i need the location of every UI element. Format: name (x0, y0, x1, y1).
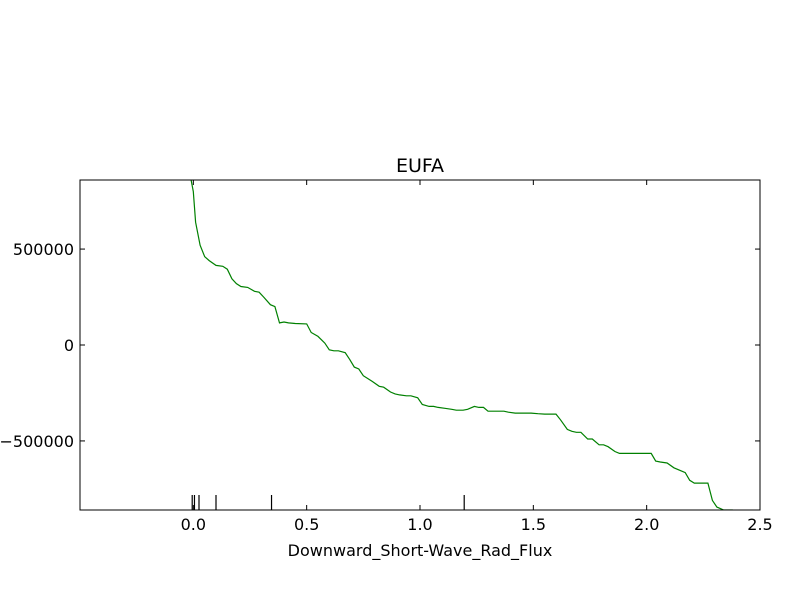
x-axis: 0.0 0.5 1.0 1.5 2.0 2.5 (181, 180, 773, 534)
y-tick-label: 0 (64, 336, 74, 355)
rug-marks (191, 495, 465, 510)
plot-frame (79, 179, 761, 511)
x-tick-label: 2.0 (634, 515, 659, 534)
y-axis: 500000 0 −500000 (0, 240, 760, 451)
chart-title: EUFA (396, 155, 444, 177)
series-line-0 (190, 180, 733, 510)
x-tick-label: 1.5 (521, 515, 546, 534)
x-tick-label: 0.0 (181, 515, 206, 534)
y-tick-label: 500000 (13, 240, 74, 259)
x-axis-label: Downward_Short-Wave_Rad_Flux (288, 541, 553, 561)
x-tick-label: 2.5 (747, 515, 772, 534)
x-tick-label: 1.0 (407, 515, 432, 534)
y-tick-label: −500000 (0, 432, 74, 451)
x-tick-label: 0.5 (294, 515, 319, 534)
plot-area (79, 179, 761, 511)
series-lines (190, 180, 733, 510)
